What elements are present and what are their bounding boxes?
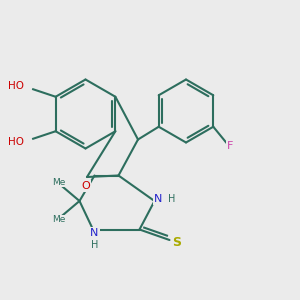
Text: F: F xyxy=(227,141,234,151)
Text: N: N xyxy=(90,228,99,238)
Text: N: N xyxy=(154,194,162,205)
Text: Me: Me xyxy=(52,178,65,187)
Text: O: O xyxy=(81,181,90,191)
Text: H: H xyxy=(168,194,175,205)
Text: HO: HO xyxy=(8,137,24,147)
Text: Me: Me xyxy=(52,215,65,224)
Text: S: S xyxy=(172,236,182,250)
Text: HO: HO xyxy=(8,81,24,91)
Text: H: H xyxy=(91,240,98,250)
